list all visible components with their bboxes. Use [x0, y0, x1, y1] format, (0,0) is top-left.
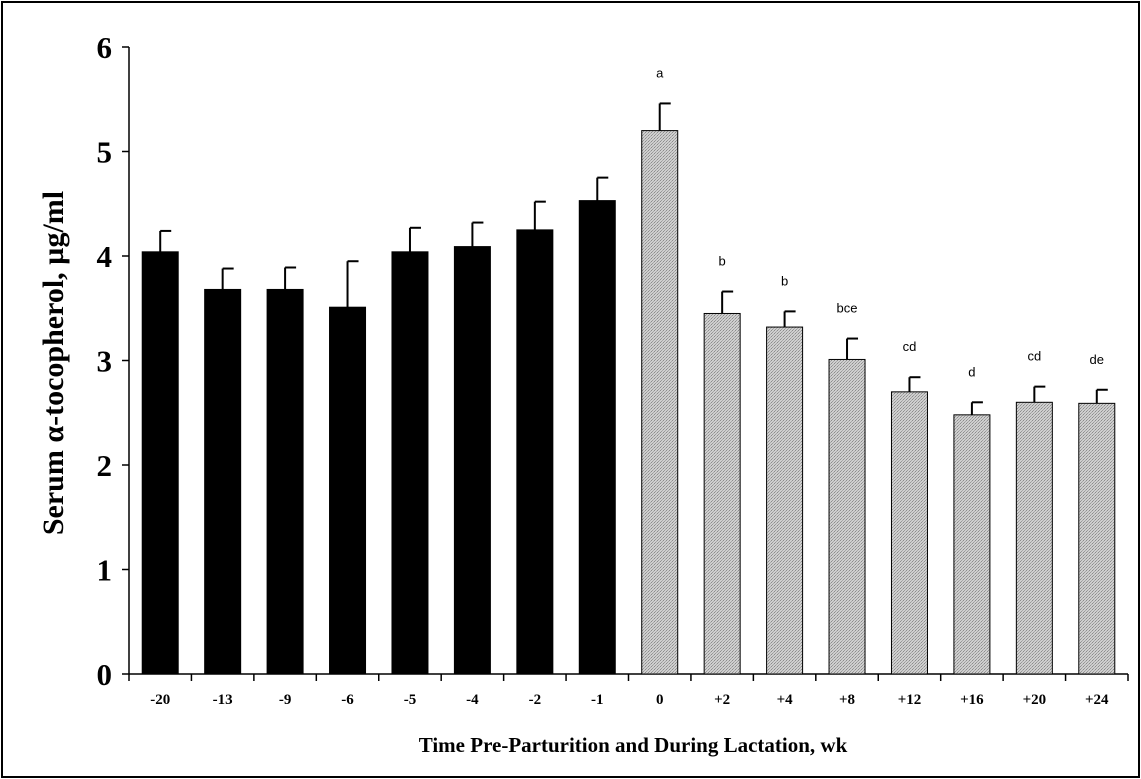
significance-label: cd	[903, 339, 917, 354]
bar--5	[391, 251, 429, 675]
bar--6	[329, 306, 367, 675]
y-tick-label: 5	[97, 135, 113, 170]
bar-0	[641, 130, 679, 675]
x-tick-label: +20	[1023, 692, 1047, 708]
bar-+12	[890, 391, 928, 675]
y-tick-label: 3	[97, 344, 113, 379]
x-tick-label: -2	[529, 692, 542, 708]
bars	[141, 102, 1116, 675]
x-tick-label: +16	[960, 692, 984, 708]
y-tick-label: 6	[97, 30, 113, 65]
x-tick-label: -4	[466, 692, 479, 708]
x-tick-label: -6	[341, 692, 354, 708]
significance-label: d	[968, 364, 975, 379]
significance-label: b	[719, 254, 726, 269]
y-tick-label: 0	[97, 657, 113, 692]
labels: 0 1 2 3 4 5 6 -20 -13 -9 -6 -5 -4 -2 -1 0 a +2 b +4 b +8 bce +1…	[97, 30, 1110, 708]
significance-label: a	[656, 65, 664, 80]
bar-+2	[703, 312, 741, 675]
bar--9	[266, 288, 304, 675]
x-tick-label: +4	[777, 692, 794, 708]
bar-+24	[1078, 402, 1116, 675]
y-tick-label: 2	[97, 448, 113, 483]
bar-+4	[766, 326, 804, 675]
x-axis-title: Time Pre-Parturition and During Lactatio…	[419, 733, 848, 757]
x-tick-label: -20	[150, 692, 170, 708]
significance-label: cd	[1027, 349, 1041, 364]
significance-label: b	[781, 273, 788, 288]
x-tick-label: +12	[898, 692, 922, 708]
significance-label: de	[1090, 352, 1104, 367]
x-tick-label: +24	[1085, 692, 1109, 708]
x-tick-label: -5	[404, 692, 417, 708]
x-tick-label: 0	[656, 692, 664, 708]
y-axis-title: Serum α-tocopherol, µg/ml	[37, 191, 70, 535]
x-tick-label: -1	[591, 692, 604, 708]
x-tick-label: +8	[839, 692, 855, 708]
bar-+16	[953, 414, 991, 675]
bar--4	[453, 246, 491, 675]
bar--13	[204, 288, 242, 675]
bar--1	[578, 200, 616, 675]
x-tick-label: -13	[213, 692, 233, 708]
y-tick-label: 4	[97, 239, 113, 274]
x-tick-label: -9	[279, 692, 292, 708]
bar--2	[516, 229, 554, 675]
y-tick-label: 1	[97, 553, 113, 588]
significance-label: bce	[837, 301, 858, 316]
bar-+8	[828, 358, 866, 675]
bar--20	[141, 251, 179, 675]
x-tick-label: +2	[714, 692, 730, 708]
bar-+20	[1015, 401, 1053, 675]
